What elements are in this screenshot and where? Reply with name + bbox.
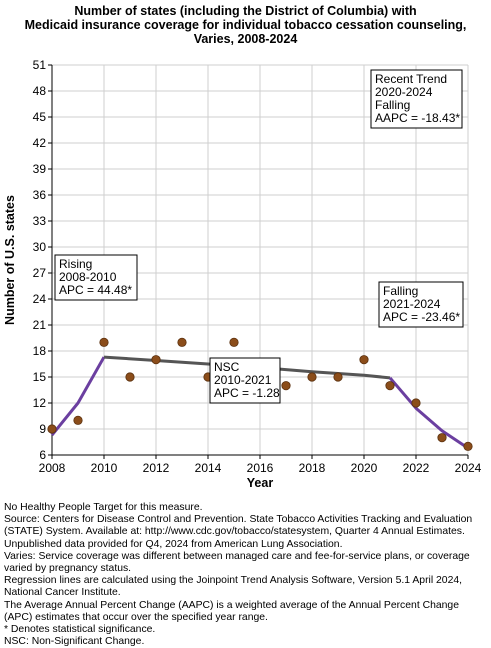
annotation-box-rising — [54, 254, 138, 301]
x-axis-title: Year — [247, 476, 274, 490]
x-tick-label: 2014 — [195, 461, 222, 475]
trend-line — [388, 376, 469, 450]
annotation-text: 2010-2021 — [214, 373, 272, 387]
annotation-box-nsc — [209, 357, 281, 404]
annotation-text: Recent Trend — [375, 72, 447, 86]
data-point — [47, 424, 57, 434]
annotation-text: APC = -23.46* — [383, 310, 460, 324]
y-tick-label: 33 — [33, 214, 47, 228]
data-point — [437, 433, 447, 443]
y-tick-label: 42 — [33, 136, 47, 150]
footnote: The Average Annual Percent Change (AAPC)… — [4, 599, 459, 623]
data-point — [177, 337, 187, 347]
data-point — [151, 355, 161, 365]
x-tick-label: 2022 — [403, 461, 430, 475]
x-tick-label: 2018 — [299, 461, 326, 475]
y-tick-label: 24 — [33, 292, 47, 306]
annotation-text: APC = -1.28 — [214, 386, 280, 400]
footnote: Regression lines are calculated using th… — [4, 575, 463, 599]
footnote: * Denotes statistical significance. — [4, 624, 156, 636]
y-tick-label: 36 — [33, 188, 47, 202]
y-axis-title: Number of U.S. states — [3, 195, 17, 325]
footnote: Varies: Service coverage was different b… — [4, 550, 470, 575]
chart-title: Number of states (including the District… — [0, 4, 491, 46]
annotation-text: Falling — [375, 98, 410, 112]
annotation-text: 2021-2024 — [383, 297, 441, 311]
y-tick-label: 6 — [39, 448, 46, 462]
chart-title-line-1: Number of states (including the District… — [74, 4, 417, 18]
x-tick-label: 2012 — [143, 461, 170, 475]
y-tick-label: 15 — [33, 370, 47, 384]
y-tick-label: 12 — [33, 396, 47, 410]
data-point — [333, 372, 343, 382]
annotation-text: 2020-2024 — [375, 85, 433, 99]
annotation-text: 2008-2010 — [59, 270, 117, 284]
scatter-chart: 6 9 12 15 18 21 24 27 30 33 36 39 42 45 48 51 2008 2010 20… — [3, 58, 482, 490]
annotation-box-recent — [370, 69, 463, 129]
annotation-text: AAPC = -18.43* — [375, 111, 460, 125]
data-point — [385, 381, 395, 391]
data-point — [229, 337, 239, 347]
y-tick-label: 27 — [33, 266, 47, 280]
annotation-text: APC = 44.48* — [59, 283, 132, 297]
y-tick-label: 51 — [33, 58, 47, 72]
x-tick-label: 2020 — [351, 461, 378, 475]
y-tick-label: 30 — [33, 240, 47, 254]
chart-title-line-3: Varies, 2008-2024 — [193, 32, 298, 46]
annotation-text: NSC — [214, 360, 240, 374]
data-point — [125, 372, 135, 382]
footnotes: No Healthy People Target for this measur… — [4, 502, 488, 648]
annotation-text: Rising — [59, 257, 92, 271]
annotation-box-falling — [378, 281, 464, 328]
x-tick-label: 2008 — [39, 461, 66, 475]
data-point — [359, 355, 369, 365]
y-tick-label: 9 — [39, 422, 46, 436]
y-tick-label: 21 — [33, 318, 47, 332]
chart-title-line-2: Medicaid insurance coverage for individu… — [24, 18, 467, 32]
footnote: Source: Centers for Disease Control and … — [4, 514, 473, 550]
data-point — [463, 441, 473, 451]
annotation-text: Falling — [383, 284, 418, 298]
y-tick-label: 18 — [33, 344, 47, 358]
x-tick-label: 2010 — [91, 461, 118, 475]
footnote: No Healthy People Target for this measur… — [4, 502, 203, 513]
data-point — [307, 372, 317, 382]
y-tick-label: 39 — [33, 162, 47, 176]
x-tick-label: 2016 — [247, 461, 274, 475]
x-tick-label: 2024 — [455, 461, 482, 475]
trend-line — [50, 356, 106, 437]
data-point — [281, 381, 291, 391]
y-tick-label: 48 — [33, 84, 47, 98]
footnote: NSC: Non-Significant Change. — [4, 636, 145, 648]
data-point — [73, 415, 83, 425]
data-point — [411, 398, 421, 408]
data-point — [99, 337, 109, 347]
y-tick-label: 45 — [33, 110, 47, 124]
